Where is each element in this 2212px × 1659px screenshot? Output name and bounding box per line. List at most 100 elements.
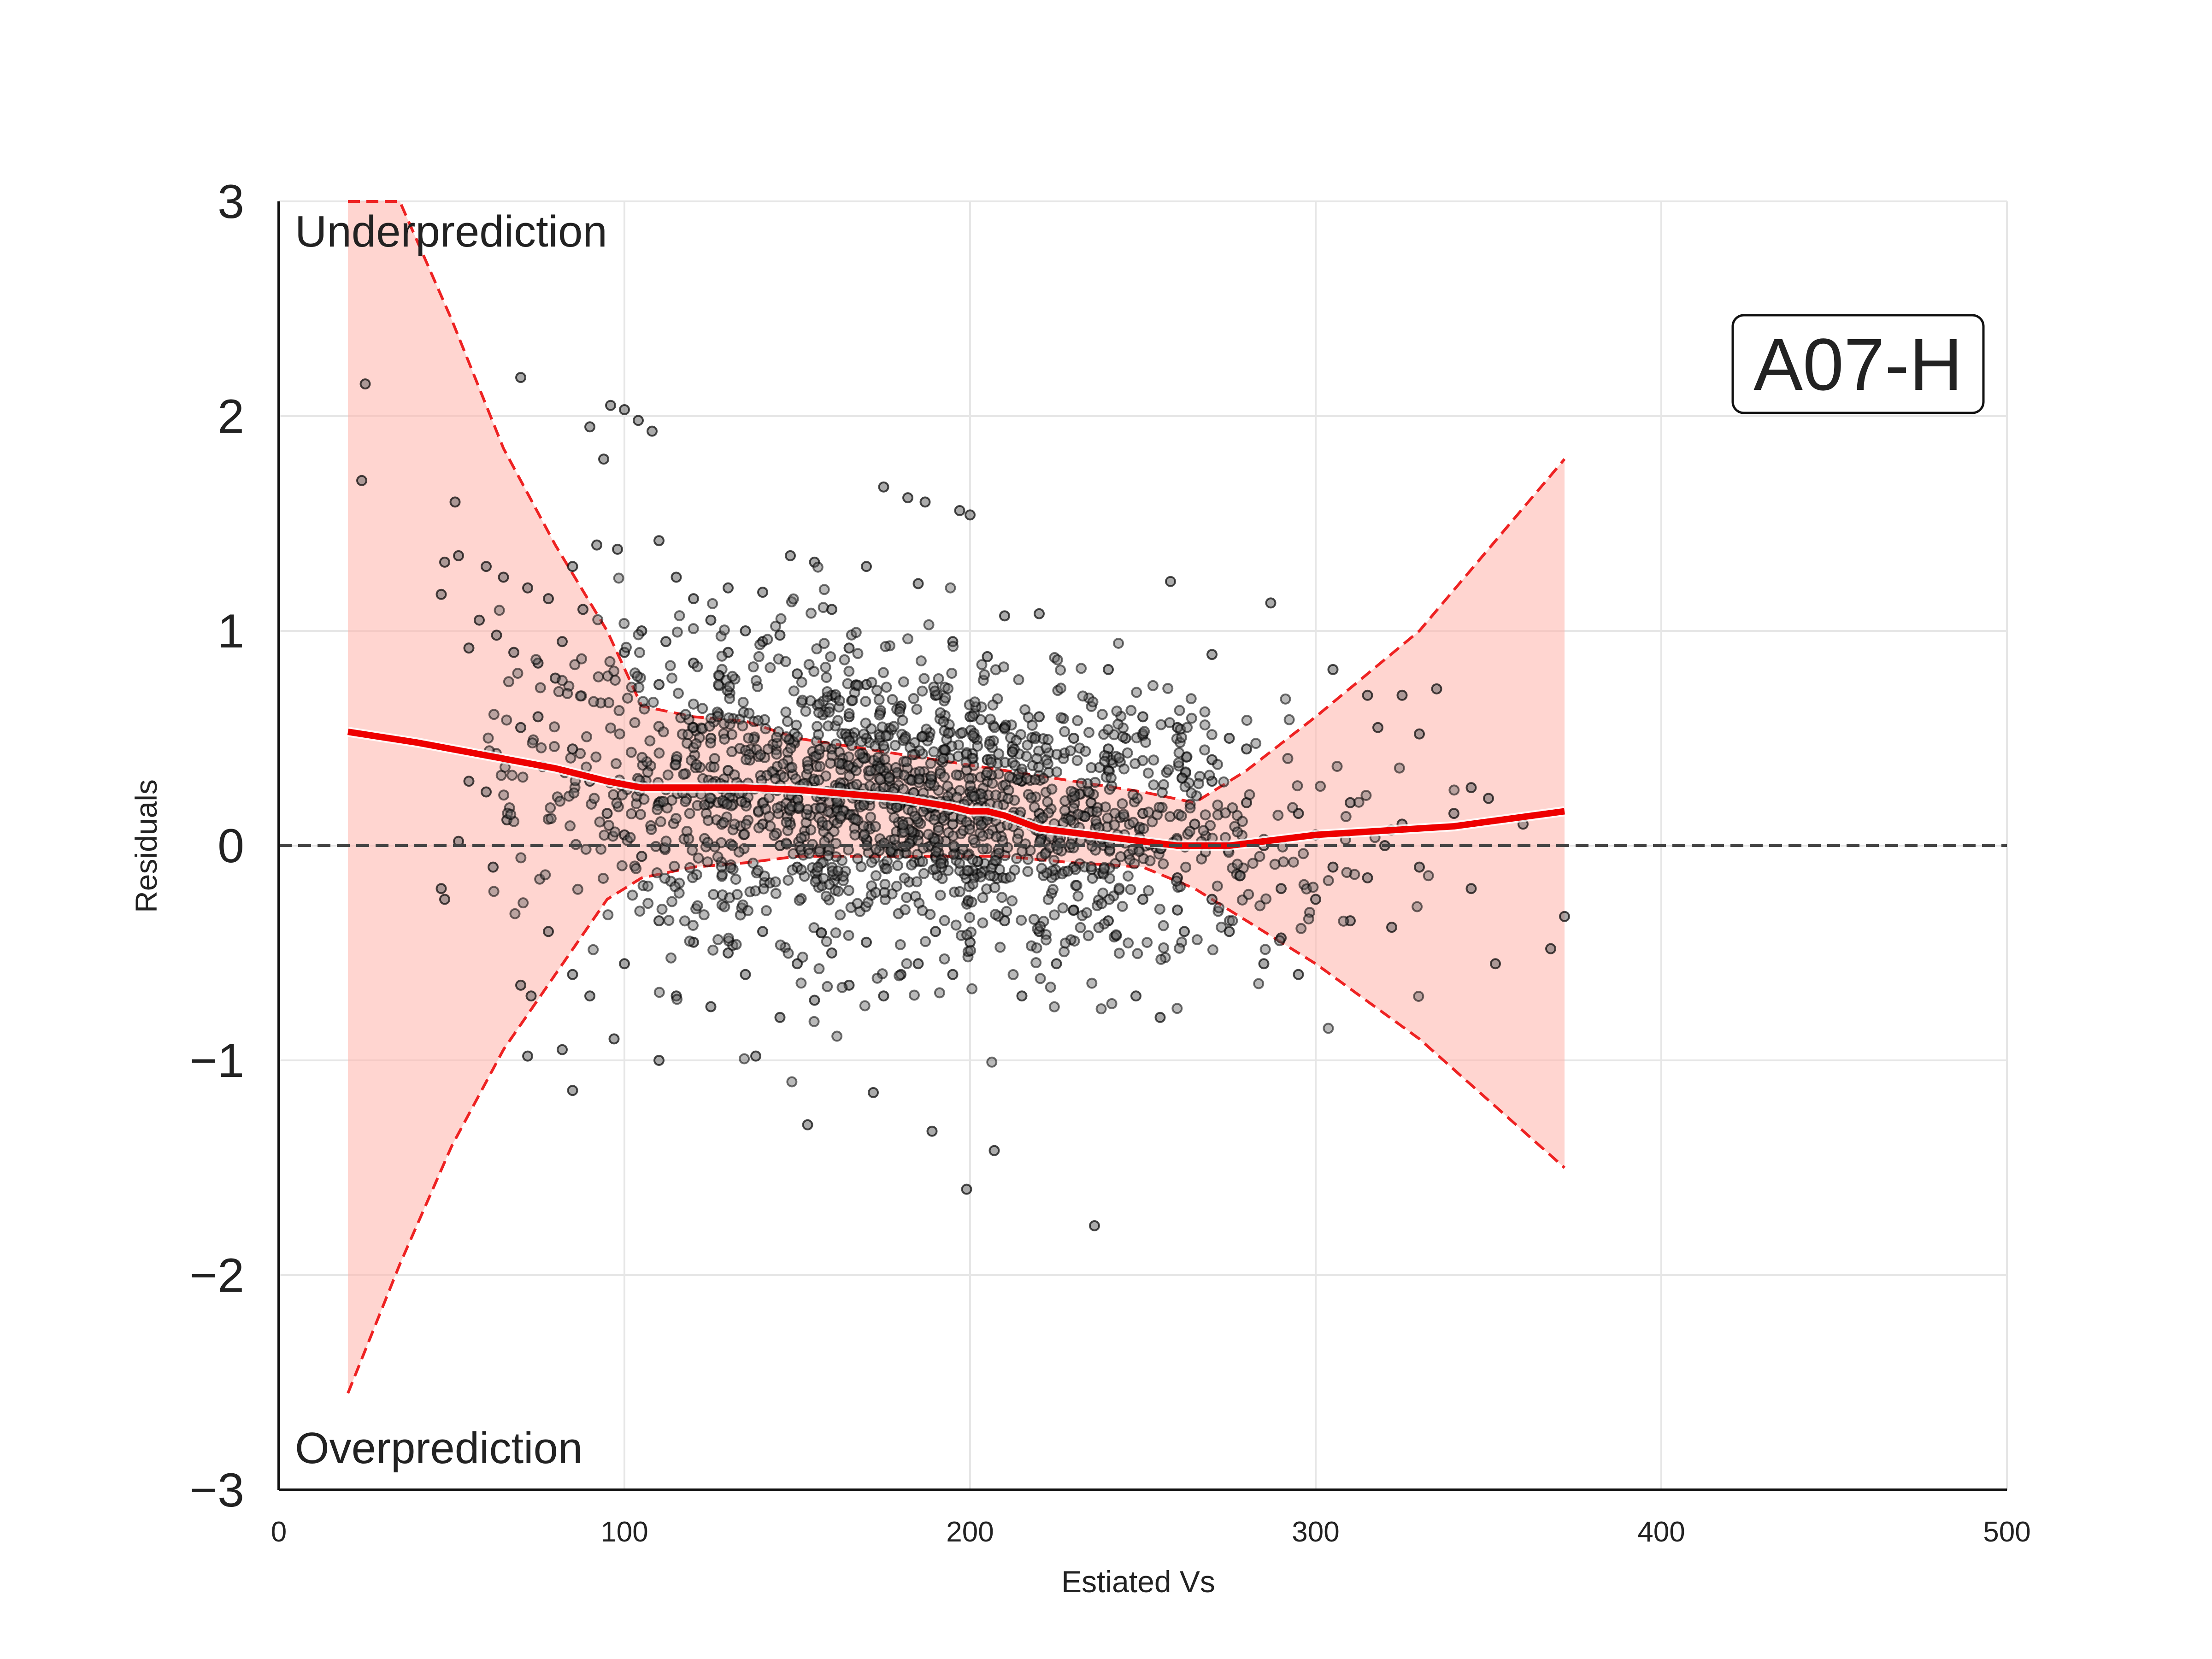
- scatter-point: [1331, 761, 1343, 772]
- scatter-point: [793, 801, 805, 812]
- scatter-point: [964, 824, 976, 835]
- scatter-point: [576, 653, 588, 665]
- scatter-point: [1065, 934, 1077, 946]
- scatter-point: [964, 912, 976, 923]
- scatter-point: [870, 870, 882, 882]
- scatter-point: [940, 692, 951, 704]
- scatter-point: [866, 677, 877, 688]
- scatter-point: [1298, 848, 1309, 859]
- scatter-point: [753, 822, 765, 834]
- scatter-point: [1035, 921, 1046, 932]
- scatter-point: [1182, 722, 1193, 733]
- scatter-point: [982, 767, 993, 778]
- scatter-point: [788, 685, 800, 697]
- scatter-point: [682, 729, 694, 740]
- scatter-point: [704, 792, 716, 804]
- scatter-point: [673, 887, 685, 899]
- scatter-point: [781, 817, 792, 828]
- scatter-point: [912, 958, 924, 970]
- scatter-point: [874, 709, 885, 721]
- scatter-point: [618, 618, 630, 629]
- scatter-point: [727, 671, 738, 682]
- scatter-point: [602, 909, 614, 921]
- scatter-point: [994, 941, 1006, 953]
- scatter-point: [1045, 982, 1056, 993]
- scatter-point: [1164, 717, 1176, 729]
- scatter-point: [954, 858, 965, 869]
- scatter-point: [639, 703, 650, 715]
- scatter-point: [1247, 858, 1259, 869]
- scatter-point: [515, 372, 526, 383]
- scatter-point: [878, 990, 889, 1002]
- scatter-point: [625, 747, 637, 758]
- scatter-point: [717, 869, 728, 880]
- scatter-point: [1042, 894, 1054, 905]
- scatter-point: [1186, 712, 1197, 724]
- scatter-point: [1035, 973, 1046, 984]
- scatter-point: [692, 900, 703, 912]
- scatter-point: [1106, 780, 1118, 792]
- scatter-point: [814, 744, 825, 755]
- scatter-point: [1087, 696, 1099, 708]
- scatter-point: [743, 707, 755, 719]
- scatter-point: [1204, 770, 1215, 781]
- scatter-point: [1174, 705, 1185, 716]
- scatter-point: [1085, 762, 1097, 773]
- scatter-point: [622, 692, 633, 704]
- scatter-point: [842, 678, 853, 689]
- scatter-point: [1131, 687, 1142, 698]
- scatter-point: [1059, 937, 1071, 949]
- scatter-point: [669, 860, 680, 872]
- scatter-point: [878, 740, 889, 752]
- scatter-point: [780, 656, 791, 667]
- scatter-point: [565, 752, 577, 764]
- scatter-point: [990, 789, 1001, 801]
- scatter-point: [1179, 781, 1191, 793]
- scatter-point: [1055, 682, 1067, 694]
- scatter-point: [1022, 739, 1033, 751]
- scatter-point: [1122, 747, 1133, 759]
- scatter-point: [1423, 870, 1434, 882]
- scatter-point: [584, 421, 595, 433]
- scatter-point: [1235, 870, 1246, 882]
- scatter-point: [1212, 880, 1223, 892]
- scatter-point: [762, 634, 773, 645]
- scatter-point: [1341, 867, 1353, 878]
- scatter-point: [1112, 718, 1124, 730]
- scatter-point: [505, 809, 517, 820]
- scatter-point: [1007, 969, 1019, 980]
- scatter-point: [1241, 715, 1253, 726]
- scatter-point: [688, 698, 699, 710]
- scatter-point: [565, 820, 576, 832]
- scatter-point: [1030, 957, 1042, 968]
- scatter-point: [545, 813, 557, 824]
- scatter-point: [1026, 719, 1038, 731]
- scatter-point: [919, 496, 931, 508]
- scatter-point: [693, 853, 704, 864]
- scatter-point: [818, 602, 829, 613]
- scatter-point: [1206, 649, 1218, 660]
- scatter-point: [913, 773, 925, 785]
- scatter-point: [832, 715, 844, 726]
- scatter-point: [1059, 805, 1071, 816]
- scatter-point: [1075, 922, 1086, 933]
- scatter-point: [1490, 958, 1501, 970]
- scatter-point: [1323, 1023, 1334, 1034]
- scatter-point: [947, 830, 959, 842]
- scatter-point: [608, 665, 620, 677]
- scatter-point: [1206, 776, 1218, 787]
- scatter-point: [824, 706, 835, 718]
- scatter-point: [797, 694, 808, 706]
- scatter-point: [786, 1076, 798, 1088]
- scatter-point: [1037, 812, 1048, 823]
- scatter-point: [758, 883, 769, 894]
- scatter-point: [670, 759, 682, 771]
- scatter-point: [788, 593, 799, 605]
- scatter-point: [704, 720, 715, 732]
- scatter-point: [899, 733, 911, 744]
- scatter-point: [723, 712, 735, 724]
- scatter-point: [920, 936, 931, 947]
- scatter-point: [918, 673, 930, 684]
- scatter-point: [925, 771, 937, 782]
- scatter-point: [865, 812, 877, 823]
